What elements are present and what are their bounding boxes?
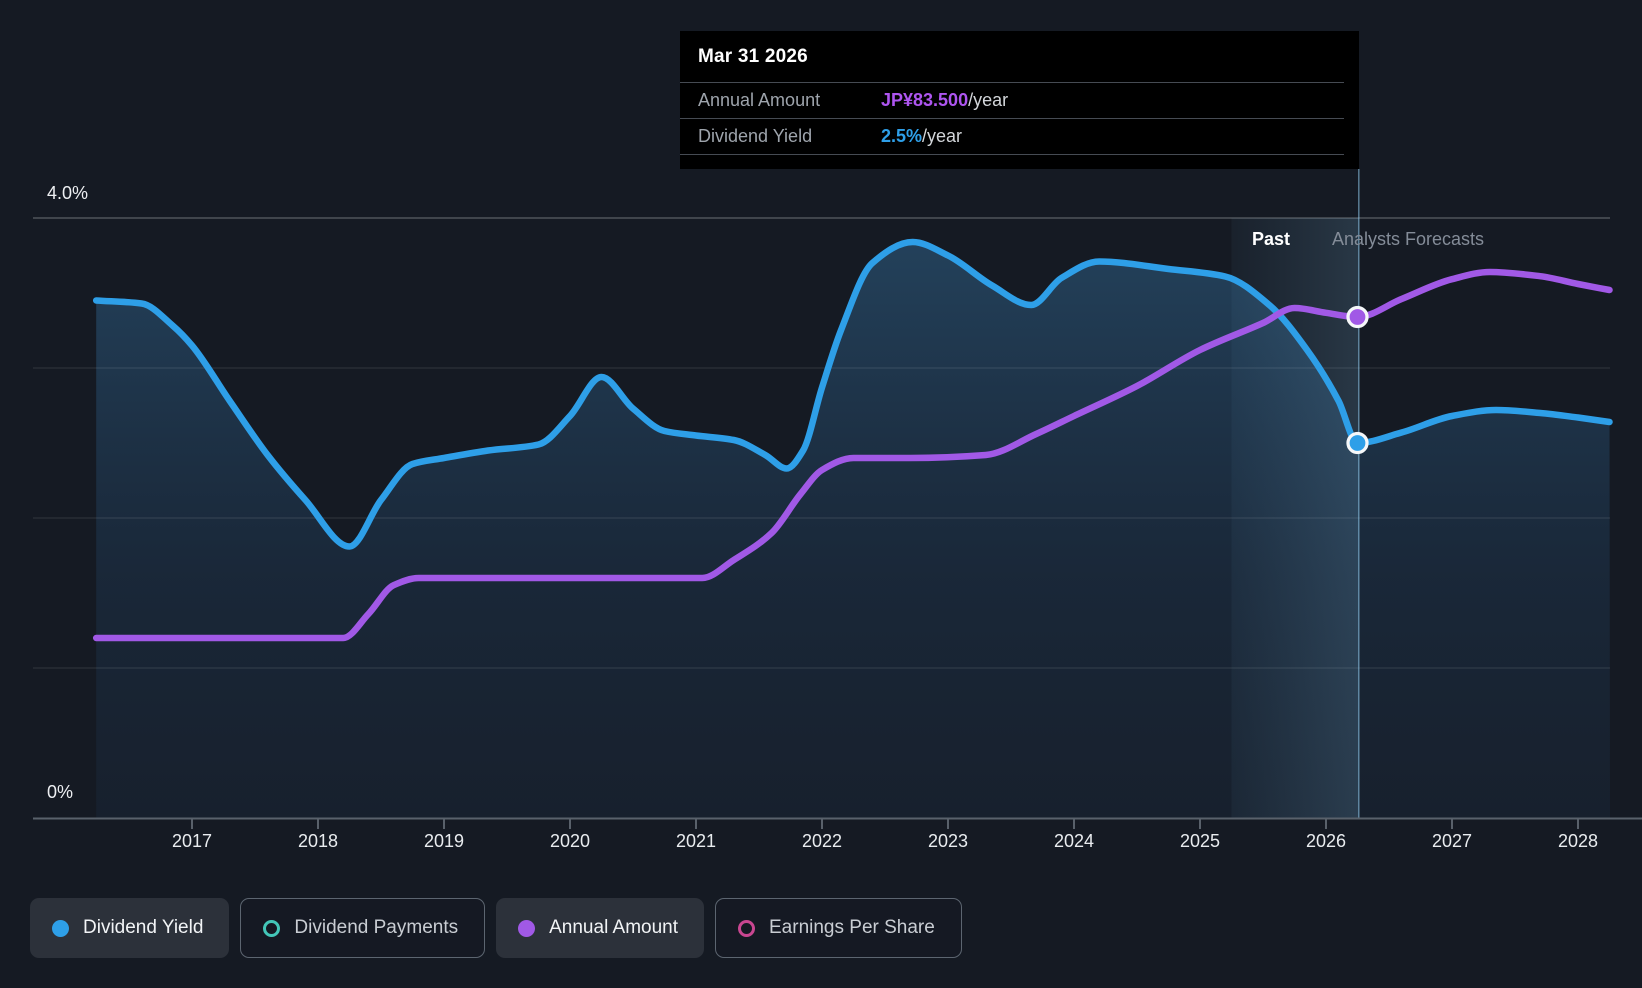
annual-amount-line[interactable] bbox=[92, 268, 1613, 642]
earnings-per-share-dot-icon bbox=[738, 919, 755, 937]
y-axis-label-top: 4.0% bbox=[47, 183, 89, 203]
x-axis-label-2024: 2024 bbox=[1053, 831, 1095, 851]
dividend-yield-dot-icon bbox=[52, 919, 69, 937]
legend-earnings-per-share[interactable]: Earnings Per Share bbox=[715, 898, 962, 958]
x-axis-label-2022: 2022 bbox=[801, 831, 843, 851]
x-axis-label-2019: 2019 bbox=[423, 831, 465, 851]
tooltip-value-dividend-yield: 2.5% bbox=[881, 126, 923, 146]
tooltip-label: Dividend Yield bbox=[698, 126, 813, 146]
x-axis-label-2021: 2021 bbox=[675, 831, 717, 851]
legend-label: Earnings Per Share bbox=[769, 917, 935, 938]
annual-amount-dot-icon bbox=[518, 919, 536, 937]
analysts-forecasts-label: Analysts Forecasts bbox=[1332, 229, 1485, 249]
tooltip-value-suffix: /year bbox=[922, 126, 963, 146]
legend-dividend-payments[interactable]: Dividend Payments bbox=[240, 898, 486, 958]
x-axis-label-2017: 2017 bbox=[171, 831, 213, 851]
x-axis-label-2026: 2026 bbox=[1305, 831, 1347, 851]
x-axis-label-2023: 2023 bbox=[927, 831, 969, 851]
legend-dividend-yield[interactable]: Dividend Yield bbox=[30, 898, 230, 958]
tooltip-row-annual-amount: Annual Amount JP¥83.500 /year bbox=[680, 82, 1344, 118]
tooltip-value-suffix: /year bbox=[968, 90, 1009, 110]
past-label: Past bbox=[1252, 229, 1291, 249]
dividend-yield-marker[interactable] bbox=[1346, 431, 1369, 455]
chart-legend: Dividend Yield Dividend Payments Annual Am… bbox=[30, 898, 962, 958]
dividend-payments-dot-icon bbox=[263, 919, 281, 937]
tooltip-row-dividend-yield: Dividend Yield 2.5% /year bbox=[680, 118, 1344, 155]
legend-annual-amount[interactable]: Annual Amount bbox=[496, 898, 704, 958]
tooltip-date: Mar 31 2026 bbox=[698, 45, 808, 67]
x-axis-label-2027: 2027 bbox=[1431, 831, 1473, 851]
legend-label: Dividend Payments bbox=[294, 917, 459, 938]
dividend-yield-line[interactable] bbox=[92, 238, 1613, 550]
legend-label: Dividend Yield bbox=[83, 917, 204, 938]
hover-tooltip: Mar 31 2026 Annual Amount JP¥83.500 /yea… bbox=[680, 31, 1359, 169]
annual-amount-marker[interactable] bbox=[1346, 305, 1369, 329]
tooltip-value-annual-amount: JP¥83.500 bbox=[881, 90, 969, 110]
tooltip-label: Annual Amount bbox=[698, 90, 821, 110]
x-axis-label-2020: 2020 bbox=[549, 831, 591, 851]
y-axis-label-zero: 0% bbox=[47, 782, 74, 802]
x-axis-label-2018: 2018 bbox=[297, 831, 339, 851]
x-axis-label-2028: 2028 bbox=[1557, 831, 1599, 851]
dividend-yield-area bbox=[96, 242, 1611, 818]
x-axis-label-2025: 2025 bbox=[1179, 831, 1221, 851]
legend-label: Annual Amount bbox=[549, 917, 678, 938]
